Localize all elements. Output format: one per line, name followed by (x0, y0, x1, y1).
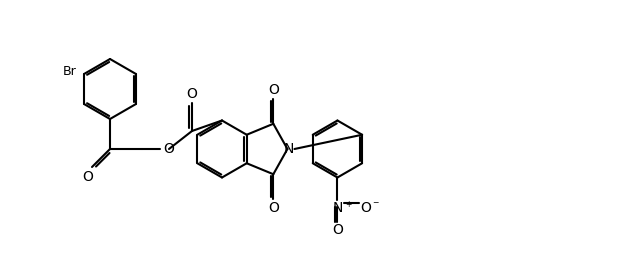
Text: N: N (284, 142, 294, 156)
Text: O: O (163, 142, 174, 156)
Text: O: O (83, 170, 93, 184)
Text: $^-$: $^-$ (371, 201, 381, 211)
Text: Br: Br (62, 66, 76, 79)
Text: N: N (332, 201, 342, 215)
Text: O: O (360, 201, 371, 215)
Text: O: O (268, 83, 279, 97)
Text: O: O (187, 87, 197, 101)
Text: O: O (332, 224, 343, 237)
Text: $^+$: $^+$ (344, 201, 354, 211)
Text: O: O (268, 201, 279, 215)
